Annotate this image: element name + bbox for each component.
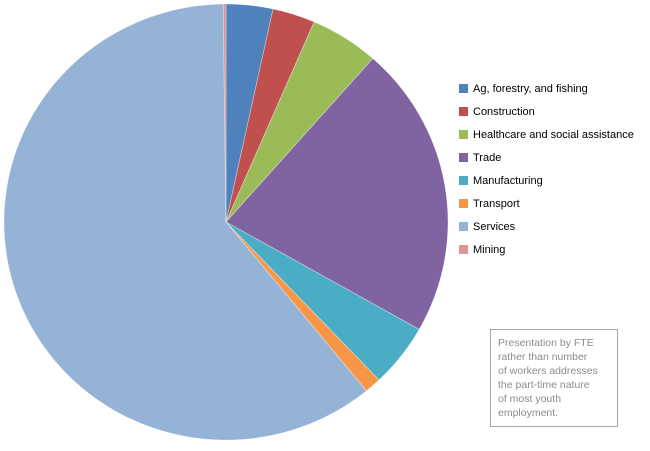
pie-slice-ag-forestry-and-fishing [225,3,274,223]
legend-swatch-ag-forestry-and-fishing [459,84,468,93]
pie-slice-services [3,3,367,441]
legend-label: Healthcare and social assistance [473,128,634,141]
chart-legend: Ag, forestry, and fishing Construction H… [459,77,634,261]
legend-swatch-transport [459,199,468,208]
annotation-line: of most youth [498,393,562,405]
legend-item-services: Services [459,215,634,238]
legend-label: Transport [473,197,520,210]
legend-label: Mining [473,243,506,256]
legend-label: Construction [473,105,535,118]
legend-item-trade: Trade [459,146,634,169]
legend-swatch-services [459,222,468,231]
pie-slice-mining [222,3,227,223]
legend-label: Manufacturing [473,174,543,187]
legend-label: Trade [473,151,502,164]
legend-swatch-construction [459,107,468,116]
annotation-text: Presentation by FTE rather than number of … [498,336,611,420]
legend-item-ag-forestry-and-fishing: Ag, forestry, and fishing [459,77,634,100]
legend-item-transport: Transport [459,192,634,215]
pie-slice-manufacturing [225,221,420,381]
legend-item-manufacturing: Manufacturing [459,169,634,192]
pie-slice-construction [225,8,315,223]
legend-item-mining: Mining [459,238,634,261]
annotation-line: rather than number [498,351,588,363]
legend-label: Ag, forestry, and fishing [473,82,588,95]
legend-swatch-manufacturing [459,176,468,185]
legend-label: Services [473,220,516,233]
legend-swatch-mining [459,245,468,254]
pie-slice-trade [225,57,449,330]
annotation-line: employment. [498,407,559,419]
legend-item-healthcare-and-social-assistance: Healthcare and social assistance [459,123,634,146]
pie-slice-healthcare-and-social-assistance [225,21,374,223]
annotation-line: the part-time nature [498,379,590,391]
legend-swatch-trade [459,153,468,162]
annotation-line: Presentation by FTE [498,337,594,349]
legend-swatch-healthcare-and-social-assistance [459,130,468,139]
legend-item-construction: Construction [459,100,634,123]
annotation-box: Presentation by FTE rather than number of … [490,329,618,427]
annotation-line: of workers addresses [498,365,598,377]
pie-slice-transport [225,221,380,392]
